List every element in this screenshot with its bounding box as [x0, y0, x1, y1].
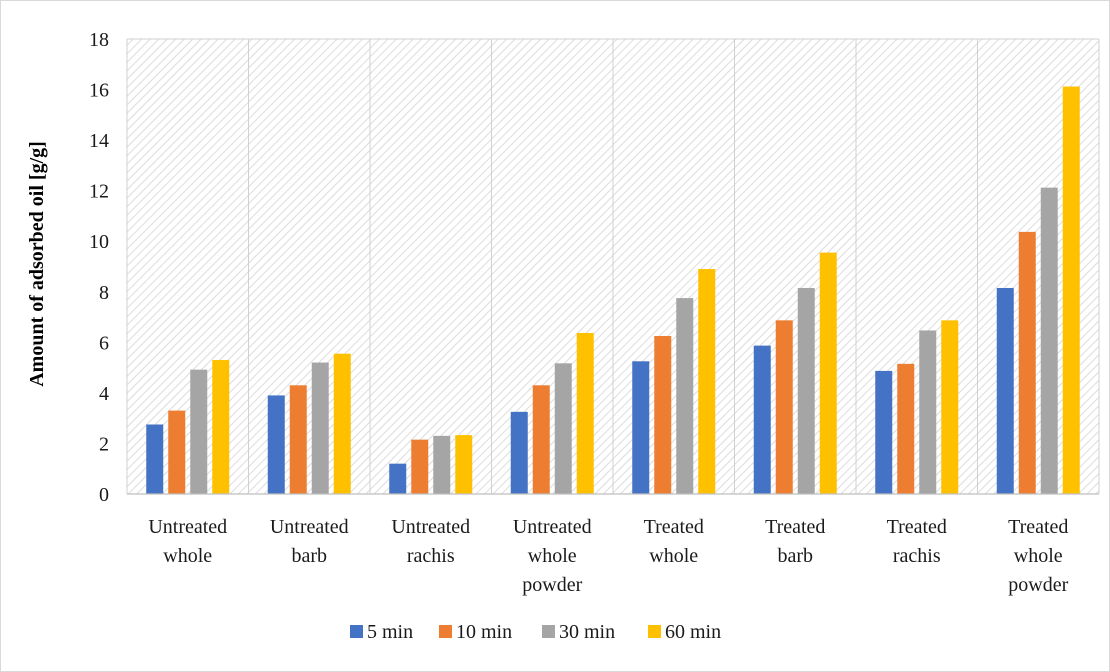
bar [146, 424, 164, 494]
bar [433, 435, 451, 494]
y-tick-label: 10 [89, 231, 109, 253]
x-category-label: powder [522, 574, 582, 596]
y-tick-label: 16 [89, 80, 109, 102]
bar [996, 287, 1014, 494]
x-category-label: Treated [1008, 516, 1068, 538]
y-tick-label: 12 [89, 181, 109, 203]
bar [1018, 231, 1036, 494]
y-tick-label: 18 [89, 29, 109, 51]
bar [1062, 86, 1080, 495]
bar [797, 287, 815, 494]
x-category-label: barb [291, 545, 327, 567]
bar [532, 385, 550, 494]
y-tick-label: 8 [99, 282, 109, 304]
bar [941, 320, 959, 494]
legend-label: 30 min [559, 621, 615, 643]
x-category-label: whole [528, 545, 577, 567]
bar [819, 252, 837, 494]
y-tick-label: 2 [99, 433, 109, 455]
bar [333, 353, 351, 494]
bar [455, 435, 473, 494]
bar [676, 298, 694, 494]
y-tick-label: 4 [99, 383, 109, 405]
bar [168, 410, 186, 494]
bar [311, 362, 329, 494]
bar [775, 320, 793, 494]
legend-label: 5 min [367, 621, 413, 643]
legend-label: 60 min [665, 621, 721, 643]
legend-swatch [350, 625, 363, 638]
x-category-label: rachis [893, 545, 941, 567]
x-category-label: rachis [407, 545, 455, 567]
bar [632, 361, 650, 494]
legend-swatch [542, 625, 555, 638]
x-category-label: Treated [765, 516, 825, 538]
bar [1040, 187, 1058, 494]
bar [698, 269, 716, 494]
y-tick-label: 0 [99, 484, 109, 506]
x-category-label: Treated [887, 516, 947, 538]
bar [510, 411, 528, 494]
bar [411, 439, 429, 494]
bar [554, 363, 572, 494]
x-category-label: Untreated [270, 516, 349, 538]
bar [289, 385, 307, 494]
bar [190, 369, 208, 494]
legend-swatch [648, 625, 661, 638]
bar [576, 332, 594, 494]
bar [267, 395, 285, 494]
bar [875, 370, 893, 494]
x-category-label: whole [649, 545, 698, 567]
x-category-label: barb [777, 545, 813, 567]
y-tick-label: 14 [89, 130, 109, 152]
bar [654, 336, 672, 494]
x-category-label: powder [1008, 574, 1068, 596]
x-category-label: whole [163, 545, 212, 567]
y-axis-title: Amount of adsorbed oil [g/g] [26, 141, 48, 387]
bar [212, 360, 230, 494]
legend-swatch [439, 625, 452, 638]
x-category-label: Untreated [148, 516, 227, 538]
bar [897, 363, 915, 494]
bar [389, 463, 407, 494]
x-category-label: Untreated [513, 516, 592, 538]
x-category-label: whole [1014, 545, 1063, 567]
legend-label: 10 min [456, 621, 512, 643]
y-tick-label: 6 [99, 332, 109, 354]
x-category-label: Treated [644, 516, 704, 538]
x-category-label: Untreated [391, 516, 470, 538]
bar [753, 345, 771, 494]
bar [919, 330, 937, 494]
